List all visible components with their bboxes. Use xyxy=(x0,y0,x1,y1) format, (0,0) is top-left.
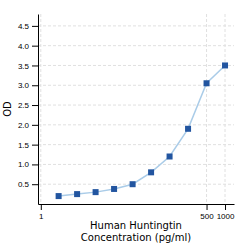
marker xyxy=(167,154,173,160)
marker xyxy=(56,193,62,199)
y-tick-label: 3.0 xyxy=(18,81,30,90)
marker xyxy=(222,62,228,68)
y-tick: 0.5 xyxy=(18,180,38,189)
y-grid-line xyxy=(38,144,234,145)
x-tick: 1000 xyxy=(217,204,235,221)
marker xyxy=(111,186,117,192)
y-axis-line xyxy=(38,15,39,205)
x-tick-mark xyxy=(225,204,226,210)
marker xyxy=(74,191,80,197)
y-tick: 1.0 xyxy=(18,160,38,169)
y-tick-label: 1.0 xyxy=(18,160,30,169)
y-tick-mark xyxy=(32,145,38,146)
y-tick: 2.5 xyxy=(18,101,38,110)
marker xyxy=(93,189,99,195)
line xyxy=(59,65,225,196)
y-tick-mark xyxy=(32,164,38,165)
y-grid-line xyxy=(38,45,234,46)
y-tick-mark xyxy=(32,26,38,27)
x-grid-line xyxy=(225,14,226,204)
y-grid-line xyxy=(38,164,234,165)
chart: 1 5001000 0.5 1.0 1.5 2.0 2.5 3.0 3.5 4.0 4.5 OD Hum… xyxy=(0,0,250,250)
x-axis-title: Concentration (pg/ml) xyxy=(81,232,191,243)
y-tick-label: 1.5 xyxy=(18,141,30,150)
x-grid-line xyxy=(206,14,207,204)
y-tick-label: 4.5 xyxy=(18,22,30,31)
y-tick-mark xyxy=(32,46,38,47)
y-tick-label: 3.5 xyxy=(18,62,30,71)
x-axis-title: Human Huntingtin xyxy=(90,220,182,231)
y-tick: 3.5 xyxy=(18,62,38,71)
y-tick-mark xyxy=(32,65,38,66)
x-tick-mark xyxy=(41,204,42,210)
y-tick-mark xyxy=(32,85,38,86)
x-tick-label: 1000 xyxy=(217,212,235,221)
y-tick-mark xyxy=(32,105,38,106)
y-grid-line xyxy=(38,184,234,185)
x-axis-line xyxy=(39,204,235,205)
y-tick-mark xyxy=(32,125,38,126)
y-tick-label: 2.5 xyxy=(18,101,30,110)
x-tick: 1 xyxy=(39,204,44,221)
y-axis-title: OD xyxy=(2,101,13,117)
y-tick-label: 4.0 xyxy=(18,42,30,51)
page: {"chart_data": {"type": "line", "x": [1.… xyxy=(0,0,250,250)
x-tick-label: 1 xyxy=(39,212,44,221)
y-tick-mark xyxy=(32,184,38,185)
y-tick: 2.0 xyxy=(18,121,38,130)
y-tick: 3.0 xyxy=(18,81,38,90)
y-tick-label: 0.5 xyxy=(18,180,30,189)
y-grid-line xyxy=(38,25,234,26)
marker xyxy=(130,181,136,187)
grid xyxy=(38,14,234,204)
marker xyxy=(148,169,154,175)
y-axis: 0.5 1.0 1.5 2.0 2.5 3.0 3.5 4.0 4.5 xyxy=(18,15,39,205)
y-tick: 4.5 xyxy=(18,22,38,31)
x-tick-mark xyxy=(207,204,208,210)
x-tick: 500 xyxy=(200,204,214,221)
marker xyxy=(185,126,191,132)
y-grid-line xyxy=(38,65,234,66)
y-grid-line xyxy=(38,105,234,106)
plot-area xyxy=(56,62,228,199)
y-tick-label: 2.0 xyxy=(18,121,30,130)
marker xyxy=(204,80,210,86)
y-tick: 1.5 xyxy=(18,141,38,150)
x-grid-line xyxy=(40,14,41,204)
y-grid-line xyxy=(38,124,234,125)
x-axis: 1 5001000 xyxy=(39,204,235,221)
y-tick: 4.0 xyxy=(18,42,38,51)
x-tick-label: 500 xyxy=(200,212,214,221)
